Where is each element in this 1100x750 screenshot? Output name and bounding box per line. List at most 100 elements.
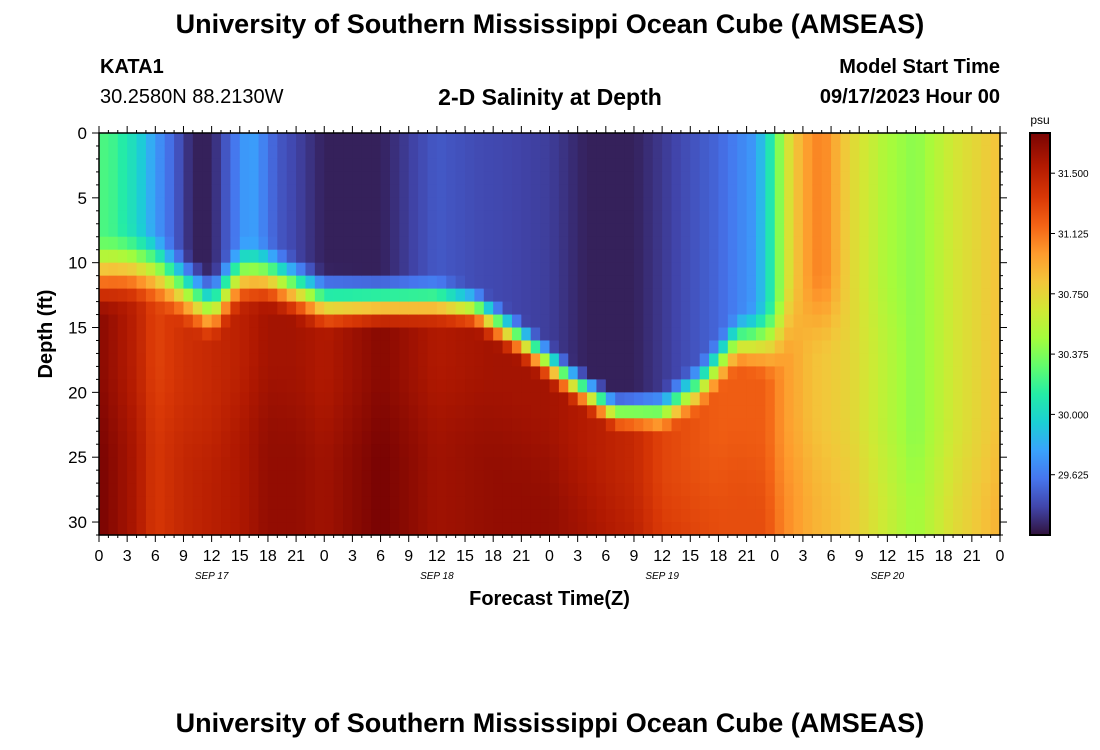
heatmap-cell bbox=[427, 262, 438, 277]
heatmap-cell bbox=[924, 392, 935, 406]
heatmap-cell bbox=[380, 457, 391, 471]
heatmap-cell bbox=[877, 379, 888, 393]
heatmap-cell bbox=[915, 522, 926, 536]
heatmap-cell bbox=[361, 133, 372, 147]
heatmap-cell bbox=[802, 158, 813, 173]
heatmap-cell bbox=[690, 483, 701, 497]
heatmap-cell bbox=[108, 327, 119, 342]
heatmap-cell bbox=[633, 405, 644, 419]
heatmap-cell bbox=[211, 496, 222, 510]
heatmap-cell bbox=[249, 301, 260, 316]
heatmap-cell bbox=[624, 431, 635, 445]
heatmap-cell bbox=[934, 249, 945, 264]
heatmap-cell bbox=[117, 431, 128, 445]
heatmap-cell bbox=[474, 288, 485, 303]
heatmap-cell bbox=[831, 145, 842, 160]
heatmap-cell bbox=[127, 457, 138, 471]
heatmap-cell bbox=[840, 379, 851, 393]
heatmap-cell bbox=[230, 470, 241, 484]
heatmap-cell bbox=[436, 522, 447, 536]
heatmap-cell bbox=[530, 184, 541, 199]
heatmap-cell bbox=[277, 418, 288, 432]
heatmap-cell bbox=[117, 444, 128, 458]
heatmap-cell bbox=[784, 314, 795, 329]
heatmap-cell bbox=[549, 496, 560, 510]
heatmap-cell bbox=[840, 249, 851, 264]
heatmap-cell bbox=[127, 470, 138, 484]
heatmap-cell bbox=[727, 314, 738, 329]
heatmap-cell bbox=[164, 483, 175, 497]
heatmap-cell bbox=[849, 249, 860, 264]
heatmap-cell bbox=[314, 314, 325, 329]
heatmap-cell bbox=[502, 223, 513, 238]
heatmap-cell bbox=[990, 392, 1001, 406]
heatmap-cell bbox=[549, 444, 560, 458]
heatmap-cell bbox=[671, 431, 682, 445]
heatmap-cell bbox=[474, 470, 485, 484]
heatmap-cell bbox=[549, 301, 560, 316]
heatmap-cell bbox=[493, 288, 504, 303]
heatmap-cell bbox=[596, 418, 607, 432]
heatmap-cell bbox=[877, 457, 888, 471]
heatmap-cell bbox=[211, 158, 222, 173]
heatmap-cell bbox=[493, 457, 504, 471]
heatmap-cell bbox=[727, 301, 738, 316]
heatmap-cell bbox=[652, 145, 663, 160]
heatmap-cell bbox=[136, 470, 147, 484]
heatmap-cell bbox=[221, 522, 231, 536]
heatmap-cell bbox=[718, 483, 729, 497]
heatmap-cell bbox=[859, 210, 870, 225]
heatmap-cell bbox=[418, 158, 429, 173]
heatmap-cell bbox=[99, 171, 109, 186]
heatmap-cell bbox=[286, 340, 297, 355]
heatmap-cell bbox=[774, 145, 785, 160]
heatmap-cell bbox=[896, 301, 907, 316]
x-tick-label: 6 bbox=[151, 548, 160, 565]
heatmap-cell bbox=[230, 418, 241, 432]
heatmap-cell bbox=[408, 392, 419, 406]
heatmap-cell bbox=[296, 314, 307, 329]
heatmap-cell bbox=[821, 379, 832, 393]
heatmap-cell bbox=[887, 392, 898, 406]
heatmap-cell bbox=[568, 275, 579, 290]
heatmap-cell bbox=[558, 496, 569, 510]
heatmap-cell bbox=[718, 327, 729, 342]
heatmap-cell bbox=[981, 353, 992, 368]
heatmap-cell bbox=[145, 522, 156, 536]
heatmap-cell bbox=[436, 392, 447, 406]
colorbar-tick-label: 30.000 bbox=[1058, 410, 1089, 421]
heatmap-cell bbox=[333, 418, 344, 432]
heatmap-cell bbox=[868, 262, 879, 277]
heatmap-cell bbox=[671, 249, 682, 264]
heatmap-cell bbox=[737, 275, 748, 290]
heatmap-cell bbox=[145, 236, 156, 251]
heatmap-cell bbox=[155, 171, 166, 186]
heatmap-cell bbox=[352, 431, 363, 445]
heatmap-cell bbox=[343, 327, 354, 342]
heatmap-cell bbox=[436, 366, 447, 380]
heatmap-cell bbox=[624, 171, 635, 186]
heatmap-cell bbox=[718, 392, 729, 406]
heatmap-cell bbox=[596, 496, 607, 510]
heatmap-cell bbox=[108, 392, 119, 406]
heatmap-cell bbox=[831, 444, 842, 458]
heatmap-cell bbox=[474, 197, 485, 212]
heatmap-cell bbox=[427, 184, 438, 199]
heatmap-cell bbox=[108, 275, 119, 290]
heatmap-cell bbox=[493, 249, 504, 264]
heatmap-cell bbox=[352, 418, 363, 432]
heatmap-cell bbox=[474, 509, 485, 523]
heatmap-cell bbox=[99, 405, 109, 419]
heatmap-cell bbox=[671, 366, 682, 380]
heatmap-cell bbox=[239, 392, 250, 406]
heatmap-cell bbox=[108, 483, 119, 497]
heatmap-cell bbox=[577, 509, 588, 523]
heatmap-cell bbox=[352, 509, 363, 523]
heatmap-cell bbox=[887, 197, 898, 212]
heatmap-cell bbox=[615, 262, 626, 277]
heatmap-cell bbox=[202, 470, 213, 484]
heatmap-cell bbox=[192, 288, 203, 303]
heatmap-cell bbox=[652, 509, 663, 523]
heatmap-cell bbox=[784, 223, 795, 238]
heatmap-cell bbox=[605, 275, 616, 290]
